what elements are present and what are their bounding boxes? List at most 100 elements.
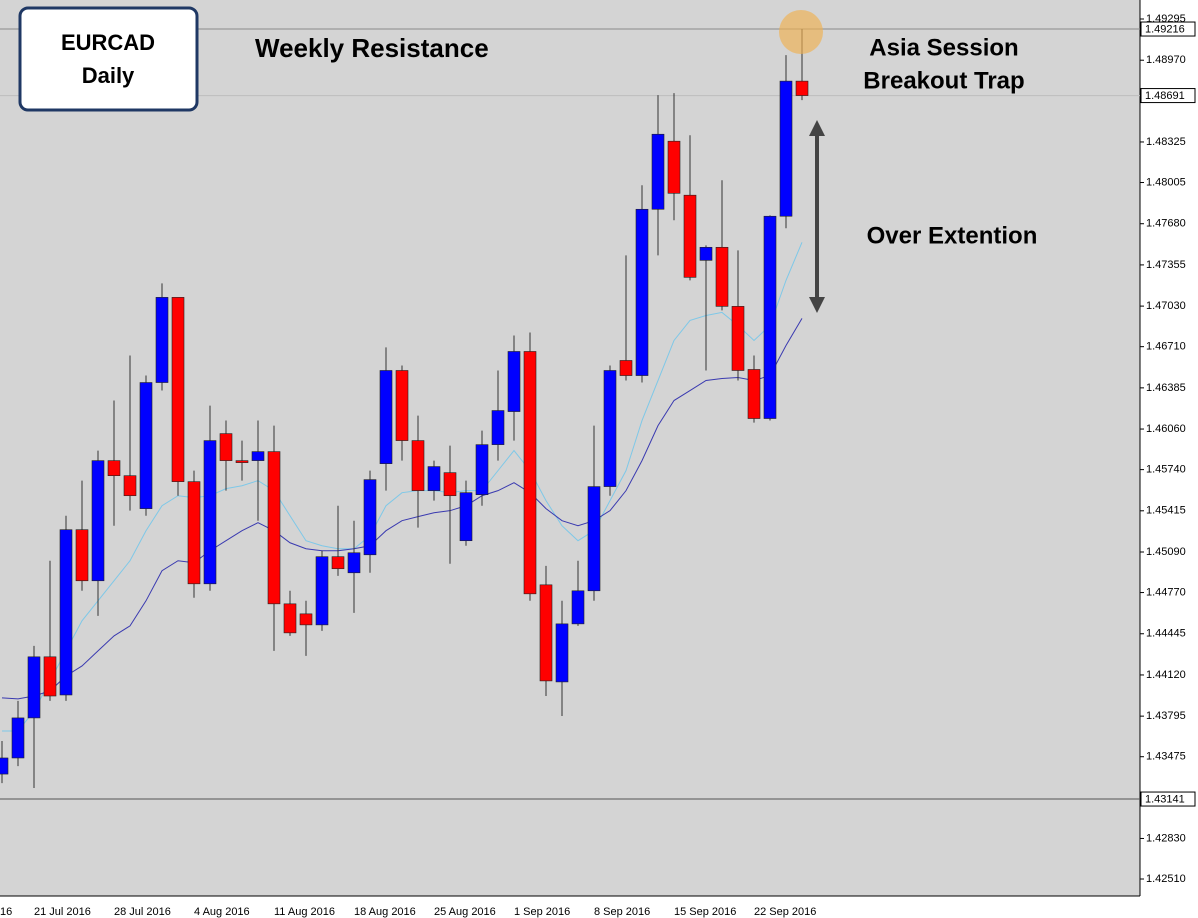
y-tick-label: 1.47030 (1146, 300, 1186, 312)
y-tick-label: 1.46710 (1146, 341, 1186, 353)
candle-body (715, 246, 729, 307)
y-tick-label: 1.45415 (1146, 505, 1186, 517)
candle-body (107, 460, 121, 476)
y-tick-label: 1.43795 (1146, 710, 1186, 722)
candle-body (203, 440, 217, 585)
candle-body (363, 479, 377, 556)
candle-body (731, 306, 745, 371)
candle-body (43, 656, 57, 697)
x-tick-label: 25 Aug 2016 (434, 906, 496, 918)
candle-body (491, 410, 505, 445)
y-tick-label: 1.46060 (1146, 423, 1186, 435)
candle-body (539, 584, 553, 682)
y-tick-label: 1.48325 (1146, 136, 1186, 148)
candle-body (11, 717, 25, 759)
overlay: EURCAD Daily Weekly Resistance Asia Sessi… (18, 6, 1038, 313)
y-tick-label: 1.48970 (1146, 54, 1186, 66)
candle-body (59, 529, 73, 696)
candle-body (763, 215, 777, 419)
candle-body (683, 194, 697, 278)
candle-body (603, 370, 617, 487)
x-tick-label: 4 Aug 2016 (194, 906, 250, 918)
timeframe: Daily (82, 63, 135, 88)
y-tick-label: 1.44770 (1146, 586, 1186, 598)
candle-body (635, 208, 649, 376)
candle-body (523, 351, 537, 595)
x-tick-label: 1 Sep 2016 (514, 906, 570, 918)
candle-body (219, 433, 233, 461)
price-label: 1.49216 (1145, 23, 1185, 35)
marks: 1.492951.489701.483251.480051.476801.473… (0, 13, 1196, 918)
annotation: Asia Session (869, 34, 1018, 61)
plot-area (0, 0, 1140, 896)
candle-body (187, 481, 201, 585)
candle-body (123, 475, 137, 497)
candle-body (251, 451, 265, 461)
y-tick-label: 1.44445 (1146, 628, 1186, 640)
annotation: Breakout Trap (863, 67, 1024, 94)
candle-body (315, 556, 329, 626)
candle-body (91, 460, 105, 582)
y-tick-label: 1.45740 (1146, 464, 1186, 476)
x-tick-label: 11 Aug 2016 (274, 906, 335, 918)
price-label-box (1140, 791, 1196, 807)
x-tick-label: 15 Sep 2016 (674, 906, 736, 918)
price-label: 1.48691 (1145, 90, 1185, 102)
y-tick-label: 1.42510 (1146, 873, 1186, 885)
arrow-head (809, 120, 825, 136)
title-box (18, 6, 199, 112)
candle-body (427, 466, 441, 491)
x-tick-label: 22 Sep 2016 (754, 906, 816, 918)
annotation: Weekly Resistance (255, 33, 489, 63)
candle-body (779, 80, 793, 217)
annotation: Over Extention (867, 222, 1038, 249)
price-label-box (1140, 88, 1196, 104)
candle-body (411, 440, 425, 491)
candle-body (699, 246, 713, 261)
candle-body (235, 460, 249, 463)
moving-average (2, 242, 803, 732)
moving-average (1, 318, 803, 700)
candle-body (475, 444, 489, 496)
candle-body (267, 451, 281, 605)
y-tick-label: 1.46385 (1146, 382, 1186, 394)
candle-body (139, 382, 153, 509)
x-tick-label: 28 Jul 2016 (114, 906, 171, 918)
chart-title: EURCAD (61, 30, 155, 55)
candle-body (571, 590, 585, 625)
x-tick-label: 21 Jul 2016 (34, 906, 91, 918)
y-tick-label: 1.44120 (1146, 669, 1186, 681)
candle-body (27, 656, 41, 719)
candle-body (619, 360, 633, 376)
candle-body (443, 472, 457, 497)
candle-body (283, 603, 297, 634)
candle-body (331, 556, 345, 570)
candle-body (667, 140, 681, 194)
y-tick-label: 1.47355 (1146, 259, 1186, 271)
candle-body (155, 297, 169, 383)
candle-body (75, 529, 89, 582)
candle-body (507, 351, 521, 412)
x-tick-label: 8 Sep 2016 (594, 906, 650, 918)
arrow-head (809, 297, 825, 313)
price-label-box (1140, 21, 1196, 37)
candle-body (299, 613, 313, 626)
x-tick-label: 16 (0, 906, 12, 918)
y-tick-label: 1.43475 (1146, 751, 1186, 763)
candle-body (459, 492, 473, 542)
candle-body (651, 133, 665, 210)
highlight-circle (779, 10, 823, 54)
candle-body (347, 552, 361, 574)
price-label: 1.43141 (1145, 793, 1185, 805)
candle-body (395, 370, 409, 441)
candle-body (747, 369, 761, 419)
candle-body (795, 80, 809, 96)
y-tick-label: 1.48005 (1146, 176, 1186, 188)
candle-body (379, 370, 393, 464)
candle-body (171, 297, 185, 482)
candle-body (587, 486, 601, 592)
y-tick-label: 1.42830 (1146, 832, 1186, 844)
y-tick-label: 1.47680 (1146, 218, 1186, 230)
x-tick-label: 18 Aug 2016 (354, 906, 416, 918)
